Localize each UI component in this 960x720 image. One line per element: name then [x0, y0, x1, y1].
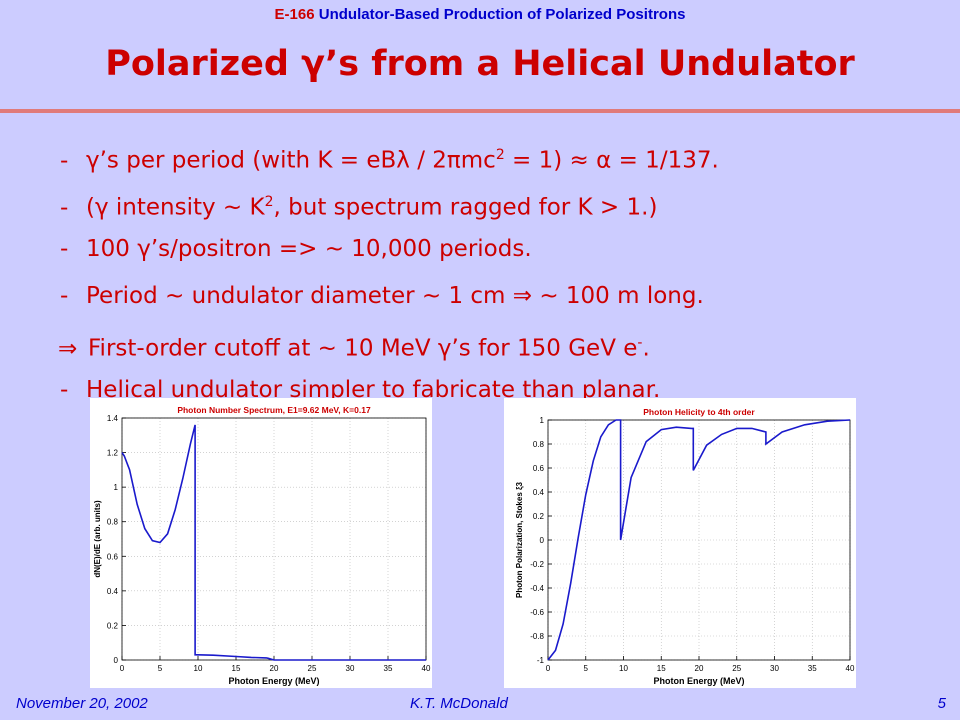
y-tick-label: -0.8 [530, 632, 544, 641]
y-axis-label: Photon Polarization, Stokes ξ3 [515, 481, 524, 598]
photon-spectrum-plot: 0 5 10 15 20 25 30 35 40 0 0.2 0.4 0.6 0.8 1 1.2 1.4 Phot… [90, 398, 432, 688]
y-tick-label: 0 [114, 656, 119, 665]
x-tick-label: 25 [732, 664, 741, 673]
bullet-5: ⇒ First-order cutoff at ~ 10 MeV γ’s for … [58, 320, 940, 367]
bullet-marker: - [60, 194, 69, 221]
bullet-3: -100 γ’s/positron => ~ 10,000 periods. [60, 226, 940, 273]
bullet-1-text-end: = 1) ≈ α = 1/137. [504, 147, 719, 174]
y-tick-label: 0.6 [533, 464, 545, 473]
bullet-2-text-end: , but spectrum ragged for K > 1.) [273, 194, 658, 221]
y-tick-label: -0.6 [530, 608, 544, 617]
x-axis-label: Photon Energy (MeV) [228, 676, 319, 686]
slide-title: Polarized γ’s from a Helical Undulator [105, 44, 855, 84]
bullet-1: - γ’s per period (with K = eBλ / 2πmc2 = … [60, 132, 940, 179]
bullet-5-text: First-order cutoff at ~ 10 MeV γ’s for 1… [88, 335, 638, 362]
y-tick-label: 0 [540, 536, 545, 545]
y-tick-label: 0.8 [107, 518, 119, 527]
photon-helicity-chart: 0 5 10 15 20 25 30 35 40 -1 -0.8 -0.6 -0.4 -0.2 0 0.2 0.… [515, 407, 855, 686]
bullet-2: - (γ intensity ~ K2, but spectrum ragged … [60, 179, 940, 226]
x-tick-label: 35 [384, 664, 393, 673]
header-text: Undulator-Based Production of Polarized … [318, 6, 686, 23]
y-tick-label: 0.4 [107, 587, 119, 596]
x-tick-label: 20 [270, 664, 279, 673]
x-axis-label: Photon Energy (MeV) [653, 676, 744, 686]
bullet-list: - γ’s per period (with K = eBλ / 2πmc2 = … [58, 132, 940, 414]
x-tick-label: 40 [846, 664, 855, 673]
x-tick-label: 40 [422, 664, 431, 673]
bullet-marker: - [60, 283, 69, 309]
x-tick-label: 30 [770, 664, 779, 673]
photon-helicity-plot: 0 5 10 15 20 25 30 35 40 -1 -0.8 -0.6 -0.4 -0.2 0 0.2 0.… [504, 398, 856, 688]
bullet-4: - Period ~ undulator diameter ~ 1 cm ⇒ ~ … [60, 273, 940, 320]
title-divider [0, 109, 960, 113]
bullet-5-text-end: . [642, 335, 650, 362]
slide-header: E-166 Undulator-Based Production of Pola… [0, 6, 960, 23]
y-axis-label: dN(E)/dE (arb. units) [93, 500, 102, 578]
footer-date: November 20, 2002 [16, 695, 148, 712]
y-tick-label: 0.8 [533, 440, 545, 449]
footer-author: K.T. McDonald [410, 695, 508, 712]
bullet-1-text: γ’s per period (with K = eBλ / 2πmc [86, 147, 496, 174]
bullet-3-text: 100 γ’s/positron => ~ 10,000 periods. [86, 236, 532, 262]
y-tick-label: 1 [540, 416, 545, 425]
x-tick-label: 10 [194, 664, 203, 673]
x-tick-label: 15 [657, 664, 666, 673]
x-tick-label: 35 [808, 664, 817, 673]
y-tick-label: -1 [537, 656, 545, 665]
y-tick-label: 0.6 [107, 552, 119, 561]
bullet-2-sup: 2 [264, 194, 274, 210]
y-tick-label: 0.2 [533, 512, 545, 521]
series-line [121, 424, 426, 661]
y-tick-label: -0.2 [530, 560, 544, 569]
y-tick-label: -0.4 [530, 584, 544, 593]
x-tick-label: 0 [546, 664, 551, 673]
x-tick-label: 10 [619, 664, 628, 673]
bullet-4-text: Period ~ undulator diameter ~ 1 cm ⇒ ~ 1… [86, 283, 704, 309]
photon-spectrum-chart: 0 5 10 15 20 25 30 35 40 0 0.2 0.4 0.6 0.8 1 1.2 1.4 Phot… [93, 405, 431, 686]
x-tick-label: 5 [158, 664, 163, 673]
bullet-marker: - [60, 147, 69, 174]
y-tick-label: 1 [114, 483, 119, 492]
x-tick-label: 5 [584, 664, 589, 673]
bullet-1-sup: 2 [495, 147, 505, 163]
bullet-5-sup: - [637, 335, 643, 351]
y-tick-label: 1.4 [107, 414, 119, 423]
y-tick-label: 0.4 [533, 488, 545, 497]
page-number: 5 [937, 695, 946, 712]
x-tick-label: 15 [232, 664, 241, 673]
x-tick-label: 20 [695, 664, 704, 673]
chart-title: Photon Number Spectrum, E1=9.62 MeV, K=0… [177, 405, 371, 415]
chart-title: Photon Helicity to 4th order [643, 407, 755, 417]
x-tick-label: 0 [120, 664, 125, 673]
implies-arrow-icon: ⇒ [58, 335, 78, 362]
experiment-code: E-166 [274, 6, 315, 23]
x-tick-label: 25 [308, 664, 317, 673]
y-tick-label: 1.2 [107, 449, 119, 458]
bullet-marker: - [60, 236, 69, 262]
series-line [547, 419, 851, 661]
x-tick-label: 30 [346, 664, 355, 673]
bullet-2-text: (γ intensity ~ K [86, 194, 265, 221]
bullet-marker: - [60, 377, 69, 403]
y-tick-label: 0.2 [107, 621, 119, 630]
